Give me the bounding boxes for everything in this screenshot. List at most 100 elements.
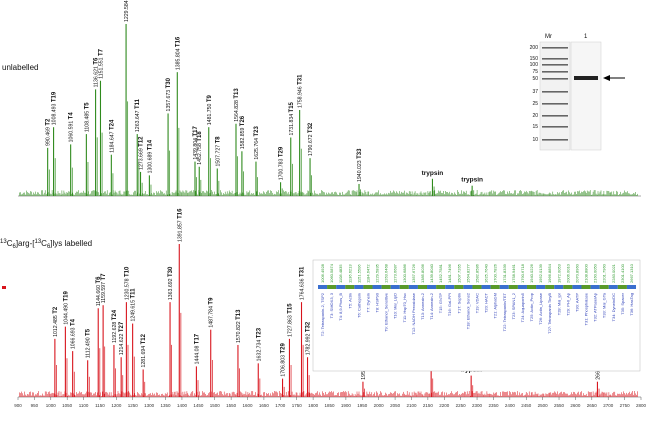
- top-peak-label-group-3: 1108.485 T5: [84, 102, 90, 132]
- x-tick-label-29: 2350: [488, 403, 499, 408]
- legend-color-chip-28: [572, 285, 582, 289]
- legend-color-chip-18: [481, 285, 491, 289]
- x-tick-label-0: 900: [14, 403, 22, 408]
- legend-label-27: T29: PHI_Ap: [565, 292, 570, 316]
- bottom-peak-mz-2: 1066.693: [71, 326, 77, 349]
- legend-label-group-10: T12: NADH Peroxidase: [411, 292, 416, 334]
- top-peak-label-10: 1300.689 T14: [147, 139, 153, 173]
- top-peak-mz-6: 1184.647: [109, 130, 115, 153]
- bottom-peak-label-group-4: 1144.660 T6: [96, 276, 102, 306]
- top-peak-id-9: T12: [139, 136, 145, 147]
- legend-color-chip-2: [336, 285, 346, 289]
- legend-mz-7: 1263.6468: [384, 263, 389, 283]
- legend-mz-26: 1972.0053: [556, 263, 561, 283]
- top-peak-id-4: T6: [94, 57, 100, 65]
- legend-color-chip-19: [490, 285, 500, 289]
- top-peak-mz-24: 1940.023: [357, 159, 363, 182]
- legend-label-group-15: T17: Septin: [456, 293, 461, 313]
- legend-color-chip-29: [581, 285, 591, 289]
- legend-label-group-26: T28: Mal_ipr: [556, 292, 561, 315]
- bottom-peak-mz-7: 1214.622: [119, 332, 125, 355]
- legend-label-28: T30: AATP: [574, 293, 579, 312]
- legend-mz-group-29: 2108.8800: [584, 263, 589, 283]
- bottom-peak-mz-15: 1570.822: [236, 320, 242, 343]
- bottom-peak-label-group-17: 1706.803 T29: [281, 343, 287, 377]
- top-peak-label-2: 1060.591 T4: [69, 112, 75, 143]
- legend-label-group-29: T31: Phosphatase: [584, 292, 589, 325]
- legend-mz-group-8: 1273.6687: [393, 263, 398, 283]
- bottom-peak-id-7: T27: [119, 321, 125, 332]
- x-tick-label-14: 1600: [243, 403, 254, 408]
- bottom-peak-mz-9: 1249.615: [131, 298, 137, 321]
- x-tick-label-15: 1650: [259, 403, 270, 408]
- top-peak-id-8: T11: [135, 98, 141, 109]
- legend-mz-group-33: 2301.4100: [620, 263, 625, 283]
- legend-label-14: T16: Gal-PPI: [447, 293, 452, 316]
- legend-mz-10: 1357.6726: [411, 263, 416, 283]
- legend-color-chip-24: [536, 285, 546, 289]
- legend-mz-group-26: 1972.0053: [556, 263, 561, 283]
- gel-marker-label-7: 20: [532, 113, 538, 119]
- top-peak-label-group-22: 1758.946 T31: [298, 74, 304, 108]
- legend-mz-8: 1273.6687: [393, 263, 398, 283]
- legend-mz-28: 2070.8960: [574, 263, 579, 283]
- top-peak-mz-3: 1108.485: [84, 109, 90, 132]
- bottom-peak-label-15: 1570.822 T13: [236, 309, 242, 343]
- top-peak-label-12: 1385.804 T16: [175, 36, 181, 70]
- legend-label-17: T19: VDAC: [475, 293, 480, 313]
- legend-label-19: T21: AlphaGM: [493, 293, 498, 319]
- legend-label-group-1: T3: SMOX3, 3: [329, 292, 334, 318]
- legend-mz-group-23: 1940.0226: [529, 263, 534, 283]
- legend-color-chip-21: [508, 285, 518, 289]
- top-peak-label-6: 1184.647 T24: [109, 119, 115, 153]
- top-peak-label-group-11: 1357.673 T30: [166, 77, 172, 111]
- gel-marker-label-1: 150: [530, 56, 539, 62]
- bottom-peak-label-17: 1706.803 T29: [281, 343, 287, 377]
- gel-marker-label-6: 25: [532, 101, 538, 107]
- legend-mz-group-25: 1966.8854: [547, 263, 552, 283]
- legend-label-6: T8: HSP90: [375, 292, 380, 312]
- top-peak-id-15: T9: [207, 94, 213, 102]
- legend-label-group-7: T9: Ethanol_Sensitive: [384, 292, 389, 332]
- x-tick-label-10: 1400: [177, 403, 188, 408]
- bottom-peak-mz-0: 1012.485: [53, 314, 59, 337]
- bottom-peak-id-5: T7: [101, 273, 107, 281]
- bottom-peak-mz-8: 1230.578: [124, 277, 130, 300]
- legend-label-group-12: T14: Annexin-2: [429, 292, 434, 320]
- top-peak-label-19: 1625.764 T23: [254, 126, 260, 160]
- legend-label-16: T18: Ethanol_Sens2: [465, 292, 470, 329]
- gel-marker-band-2: [542, 64, 568, 66]
- top-peak-label-16: 1507.727 T8: [215, 136, 221, 167]
- legend-color-chip-23: [526, 285, 537, 289]
- top-peak-label-group-12: 1385.804 T16: [175, 36, 181, 70]
- legend-mz-27: 2006.0010: [565, 263, 570, 283]
- legend-color-chip-16: [463, 285, 473, 289]
- bottom-peak-mz-13: 1444.08: [194, 344, 200, 364]
- legend-background: [312, 259, 641, 372]
- bottom-peak-id-16: T23: [256, 327, 262, 338]
- legend-label-3: T5: Actin: [347, 293, 352, 309]
- legend-label-15: T17: Septin: [456, 293, 461, 313]
- top-peak-mz-10: 1300.689: [147, 150, 153, 173]
- legend-label-24: T26: Actin_Lipase: [538, 292, 543, 325]
- legend-label-4: T6: Cathepsin: [356, 293, 361, 318]
- top-peak-mz-18: 1582.859: [240, 126, 246, 149]
- bottom-peak-label-group-20: 1782.992 T32: [306, 321, 312, 355]
- x-tick-label-32: 2500: [538, 403, 549, 408]
- top-peak-id-2: T4: [69, 112, 75, 120]
- x-tick-label-20: 1900: [341, 403, 352, 408]
- bottom-peak-mz-10: 1281.694: [141, 344, 147, 367]
- legend-mz-group-0: 1006.4928: [320, 263, 325, 283]
- bottom-peak-id-12: T16: [177, 208, 183, 219]
- legend-mz-4: 1151.5506: [356, 264, 361, 283]
- arrow-icon: [603, 75, 610, 81]
- legend-label-20: T22: Tetraspanin/TET: [502, 292, 507, 331]
- legend-label-2: T4: 8,9-Phos_B: [338, 293, 343, 321]
- legend-mz-32: 2283.0021: [611, 263, 616, 283]
- legend-rows: 1006.4928 T2: Tetraspanin-2, TSP2 1060.587…: [318, 263, 636, 336]
- top-peak-label-22: 1758.946 T31: [298, 74, 304, 108]
- legend-mz-24: 1952.0139: [538, 263, 543, 283]
- legend-label-22: T24: Aquaporin5: [520, 292, 525, 322]
- legend-label-group-5: T7: Dynein: [365, 293, 370, 312]
- top-trypsin-label-25: trypsin: [422, 170, 444, 177]
